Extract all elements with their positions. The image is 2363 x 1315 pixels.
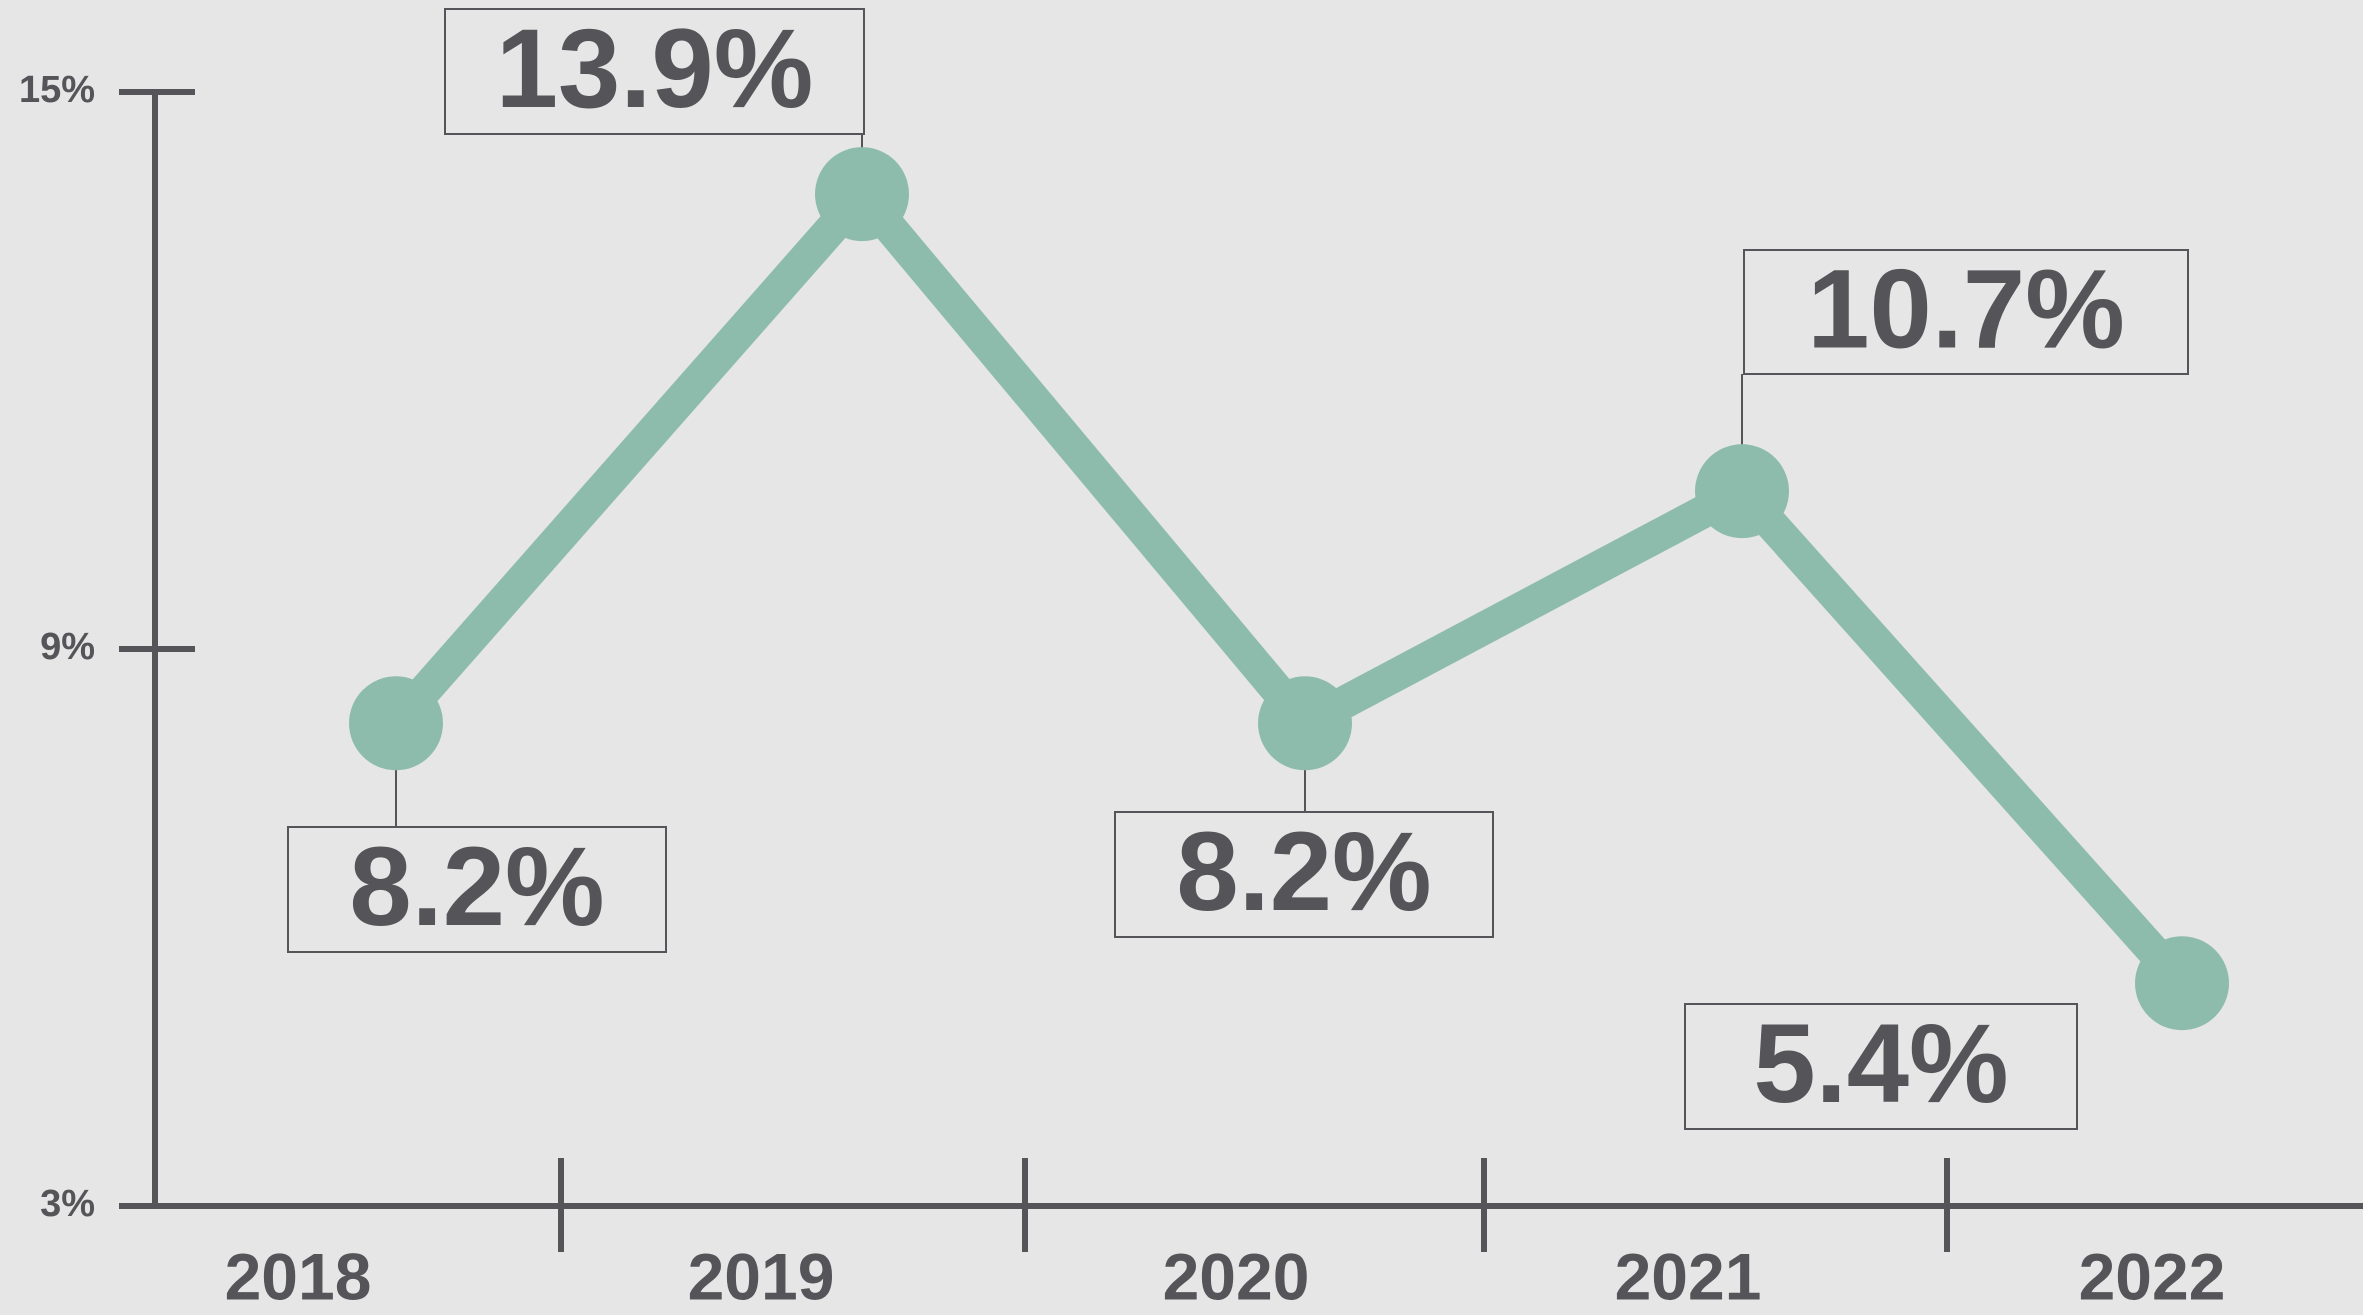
- x-tick-label: 2019: [688, 1239, 835, 1313]
- point: [2135, 936, 2229, 1031]
- value-label: 8.2%: [1176, 809, 1431, 934]
- label-box: [1743, 249, 2189, 375]
- value-label: 13.9%: [496, 6, 814, 131]
- x-tick-label: 2022: [2079, 1239, 2226, 1313]
- point: [349, 676, 443, 771]
- y-tick-label: 9%: [40, 626, 95, 668]
- value-label: 10.7%: [1807, 247, 2125, 372]
- y-tick-label: 15%: [19, 69, 95, 111]
- x-tick-label: 2018: [225, 1239, 372, 1313]
- label-box: [1684, 1003, 2078, 1130]
- x-tick-label: 2021: [1615, 1239, 1762, 1313]
- value-label: 8.2%: [349, 824, 604, 949]
- point: [1695, 444, 1789, 539]
- label-box: [444, 8, 865, 135]
- point: [815, 147, 909, 242]
- value-label: 5.4%: [1753, 1001, 2008, 1126]
- point: [1258, 676, 1352, 771]
- y-tick-label: 3%: [40, 1183, 95, 1225]
- label-box: [287, 826, 667, 953]
- x-tick-label: 2020: [1163, 1239, 1310, 1313]
- label-box: [1114, 811, 1494, 938]
